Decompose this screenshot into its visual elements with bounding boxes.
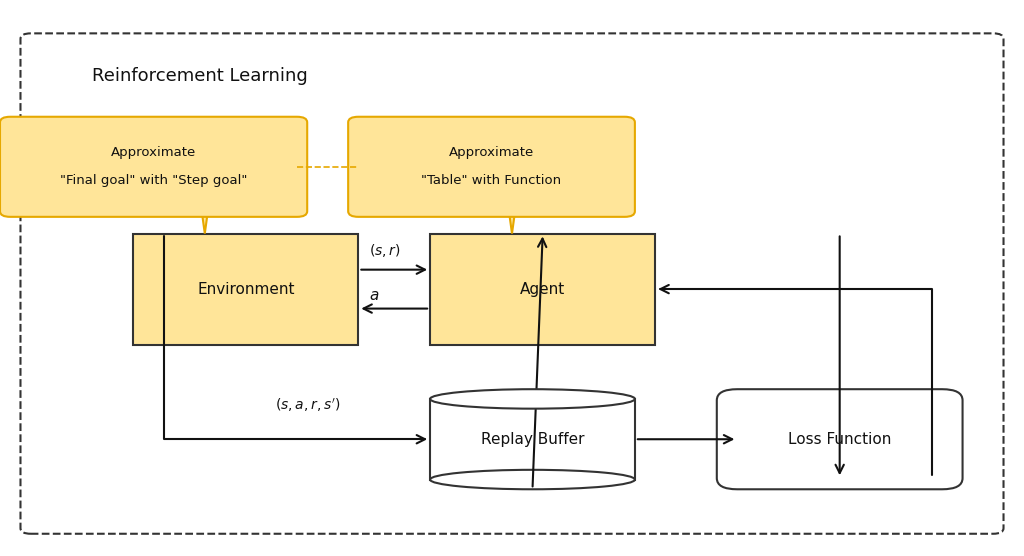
Bar <box>430 234 655 345</box>
Text: Agent: Agent <box>520 282 565 296</box>
FancyBboxPatch shape <box>348 117 635 217</box>
Ellipse shape <box>430 470 635 489</box>
Text: $(s, r)$: $(s, r)$ <box>369 241 400 259</box>
Ellipse shape <box>430 389 635 409</box>
Polygon shape <box>497 122 527 234</box>
Bar <box>133 234 358 345</box>
FancyBboxPatch shape <box>0 117 307 217</box>
Text: "Final goal" with "Step goal": "Final goal" with "Step goal" <box>60 174 247 187</box>
FancyBboxPatch shape <box>717 389 963 489</box>
Text: "Table" with Function: "Table" with Function <box>422 174 561 187</box>
Text: Reinforcement Learning: Reinforcement Learning <box>92 67 308 85</box>
Bar <box>430 399 635 479</box>
Text: Loss Function: Loss Function <box>788 432 891 446</box>
Text: Environment: Environment <box>197 282 295 296</box>
Text: $a$: $a$ <box>369 289 379 303</box>
Text: Replay Buffer: Replay Buffer <box>480 432 585 446</box>
Text: Approximate: Approximate <box>111 146 197 160</box>
Text: $(s, a, r, s^\prime)$: $(s, a, r, s^\prime)$ <box>274 398 340 414</box>
Text: Approximate: Approximate <box>449 146 535 160</box>
Polygon shape <box>189 122 220 234</box>
